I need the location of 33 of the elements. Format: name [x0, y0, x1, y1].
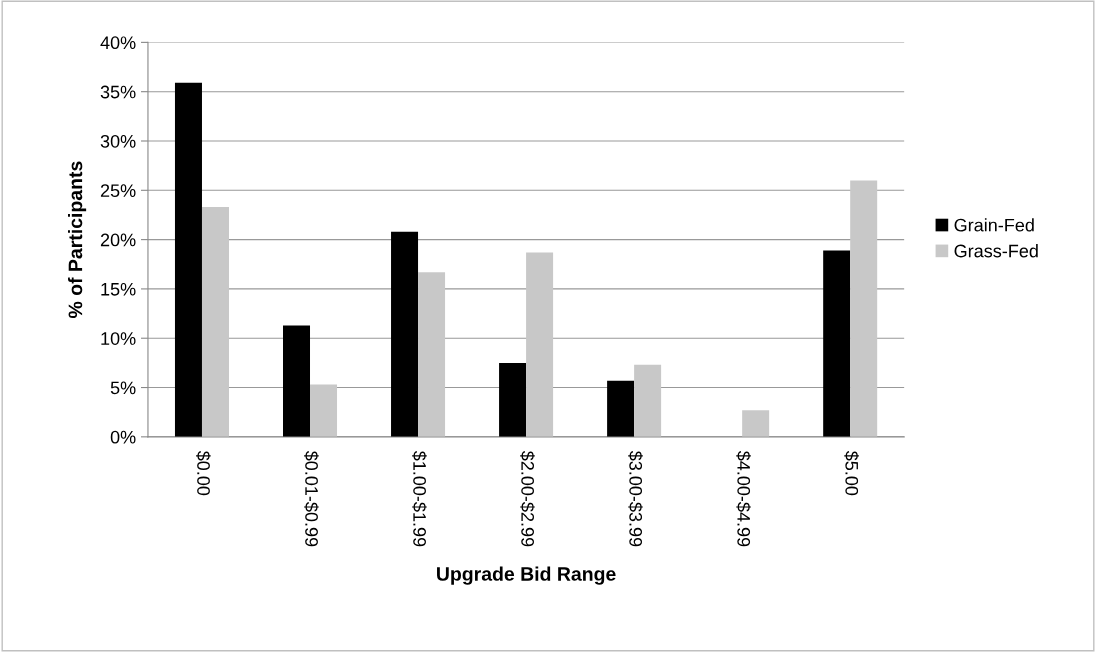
x-tick-label: $1.00-$1.99: [412, 450, 427, 547]
legend-label: Grain-Fed: [954, 218, 1034, 232]
y-tick-label: 10%: [101, 332, 136, 345]
y-tick-label: 40%: [100, 36, 136, 50]
bar: [174, 82, 202, 437]
x-tick-label: $4.00-$4.99: [736, 450, 751, 547]
x-tick-label: $0.00: [196, 450, 211, 496]
x-tick-label: $5.00: [844, 450, 859, 496]
bar: [283, 325, 311, 437]
x-axis-title: Upgrade Bid Range: [437, 566, 616, 585]
bar: [526, 252, 554, 437]
y-axis-title: % of Participants: [68, 161, 87, 318]
bar: [499, 362, 527, 437]
bar: [418, 272, 446, 437]
bar: [607, 380, 635, 437]
y-tick-label: 35%: [100, 85, 136, 99]
bar: [850, 180, 878, 437]
y-tick-label: 5%: [110, 381, 136, 395]
bar: [201, 207, 229, 437]
y-tick-label: 0%: [110, 430, 136, 444]
bar: [310, 384, 338, 437]
x-tick-label: $2.00-$2.99: [520, 450, 535, 547]
bar: [742, 410, 770, 437]
x-tick-label: $3.00-$3.99: [628, 450, 643, 547]
y-tick-label: 20%: [100, 233, 136, 247]
y-tick-label: 15%: [101, 282, 136, 296]
x-tick-label: $0.01-$0.99: [304, 450, 319, 547]
legend-label: Grass-Fed: [954, 244, 1038, 258]
y-tick-label: 30%: [100, 134, 136, 148]
bar: [823, 250, 851, 437]
y-tick-label: 25%: [100, 184, 136, 198]
bar: [634, 364, 662, 437]
bar: [391, 231, 419, 437]
